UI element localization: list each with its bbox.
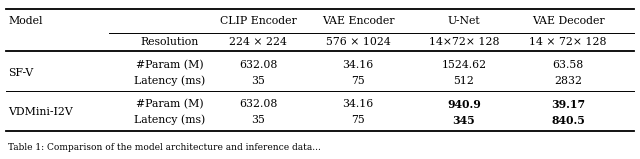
Text: 14 × 72× 128: 14 × 72× 128 [529, 37, 607, 47]
Text: VAE Decoder: VAE Decoder [532, 16, 604, 26]
Text: #Param (M): #Param (M) [136, 99, 204, 109]
Text: VAE Encoder: VAE Encoder [322, 16, 394, 26]
Text: Model: Model [8, 16, 42, 26]
Text: 35: 35 [251, 76, 265, 86]
Text: Latency (ms): Latency (ms) [134, 115, 205, 125]
Text: Resolution: Resolution [141, 37, 199, 47]
Text: 576 × 1024: 576 × 1024 [326, 37, 390, 47]
Text: 35: 35 [251, 115, 265, 125]
Text: 1524.62: 1524.62 [442, 60, 486, 70]
Text: 345: 345 [452, 114, 476, 125]
Text: 2832: 2832 [554, 76, 582, 86]
Text: 224 × 224: 224 × 224 [229, 37, 287, 47]
Text: 75: 75 [351, 115, 365, 125]
Text: VDMini-I2V: VDMini-I2V [8, 107, 73, 117]
Text: U-Net: U-Net [448, 16, 480, 26]
Text: SF-V: SF-V [8, 68, 33, 78]
Text: 75: 75 [351, 76, 365, 86]
Text: 840.5: 840.5 [551, 114, 585, 125]
Text: CLIP Encoder: CLIP Encoder [220, 16, 296, 26]
Text: #Param (M): #Param (M) [136, 60, 204, 70]
Text: Table 1: Comparison of the model architecture and inference data...: Table 1: Comparison of the model archite… [8, 142, 321, 152]
Text: 34.16: 34.16 [342, 99, 374, 109]
Text: 14×72× 128: 14×72× 128 [429, 37, 499, 47]
Text: 39.17: 39.17 [551, 98, 585, 110]
Text: 940.9: 940.9 [447, 98, 481, 110]
Text: 63.58: 63.58 [552, 60, 584, 70]
Text: Latency (ms): Latency (ms) [134, 76, 205, 86]
Text: 632.08: 632.08 [239, 60, 277, 70]
Text: 632.08: 632.08 [239, 99, 277, 109]
Text: 512: 512 [454, 76, 474, 86]
Text: 34.16: 34.16 [342, 60, 374, 70]
